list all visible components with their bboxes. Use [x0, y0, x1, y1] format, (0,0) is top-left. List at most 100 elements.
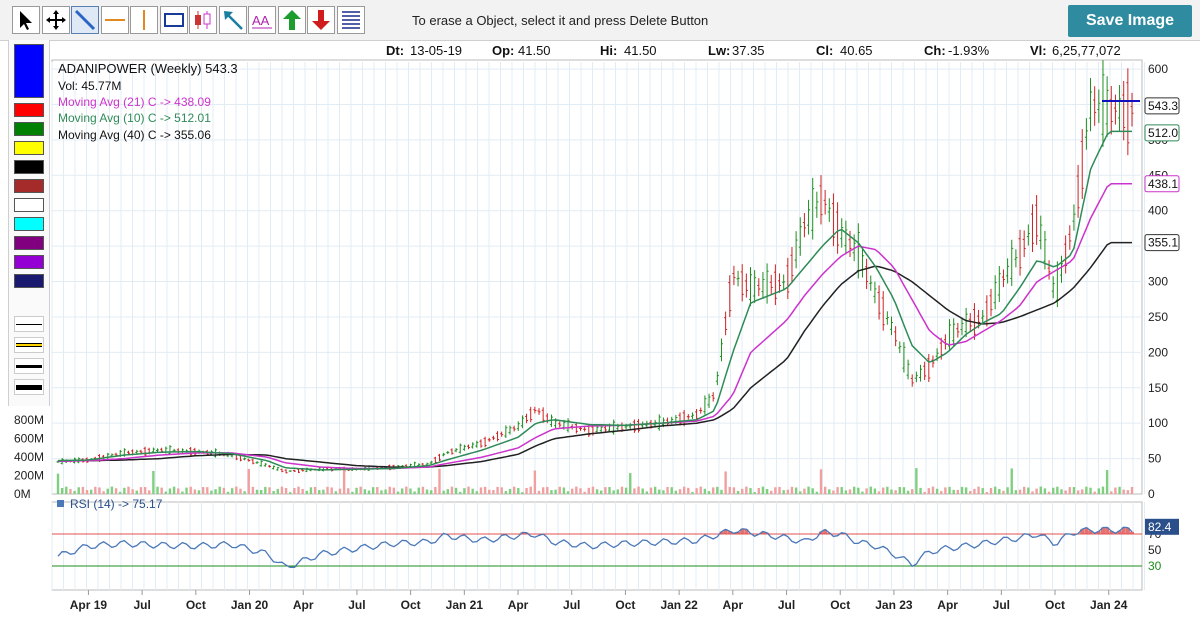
color-swatch[interactable] — [14, 198, 44, 212]
volume-bar — [890, 489, 893, 494]
value-badge-box — [1144, 97, 1180, 115]
volume-bar — [550, 490, 553, 494]
volume-bar — [446, 489, 449, 494]
rsi-badge-text: 82.4 — [1148, 520, 1172, 534]
volume-bar — [442, 490, 445, 494]
legend-title: ADANIPOWER (Weekly) 543.3 — [58, 61, 238, 76]
volume-bar — [819, 469, 823, 494]
volume-bar — [400, 488, 404, 494]
rsi-tick-label: 30 — [1148, 559, 1162, 573]
line-width-sample — [16, 384, 42, 390]
volume-bar — [1097, 488, 1101, 494]
color-swatch[interactable] — [14, 160, 44, 174]
volume-bar — [745, 486, 748, 494]
line-width-option[interactable] — [14, 379, 44, 395]
volume-bar — [230, 488, 234, 494]
color-swatch[interactable] — [14, 217, 44, 231]
candle-tool-button[interactable] — [189, 6, 217, 34]
rsi-tick-label: 50 — [1148, 543, 1162, 557]
fib-lines-tool-button[interactable] — [336, 6, 365, 34]
volume-bar — [782, 490, 785, 494]
horizontal-line-tool-button[interactable] — [100, 6, 129, 34]
volume-bar — [488, 489, 491, 494]
volume-bar — [977, 486, 980, 494]
volume-bar — [716, 486, 719, 494]
price-tick-label: 600 — [1148, 62, 1168, 76]
color-swatch[interactable] — [14, 44, 44, 98]
volume-bar — [1085, 486, 1088, 494]
volume-bar — [600, 490, 603, 494]
volume-bar — [189, 486, 192, 494]
volume-bar — [732, 487, 736, 494]
volume-label: Vl: — [1030, 43, 1047, 58]
volume-bar — [902, 487, 906, 494]
volume-bar — [612, 490, 615, 494]
volume-bar — [98, 487, 101, 494]
volume-bar — [720, 489, 723, 494]
rectangle-tool-button[interactable] — [159, 6, 188, 34]
volume-bar — [471, 488, 474, 494]
move-tool-button[interactable] — [41, 6, 70, 34]
volume-bar — [529, 486, 532, 494]
volume-bar — [239, 488, 242, 494]
volume-bar — [562, 487, 566, 494]
volume-bar — [604, 487, 607, 494]
volume-bar — [861, 491, 864, 494]
price-tick-label: 150 — [1148, 381, 1168, 395]
x-tick-label: Apr — [293, 598, 314, 612]
volume-bar — [1031, 491, 1034, 494]
line-width-option[interactable] — [14, 358, 44, 374]
price-tick-label: 250 — [1148, 310, 1168, 324]
line-width-option[interactable] — [14, 316, 44, 332]
volume-bar — [1122, 489, 1125, 494]
open-value: 41.50 — [518, 43, 551, 58]
color-swatch[interactable] — [14, 255, 44, 269]
volume-bar — [554, 489, 557, 494]
volume-bar — [148, 490, 151, 494]
volume-bar — [687, 487, 690, 494]
volume-bar — [168, 488, 172, 494]
volume-bar — [832, 490, 835, 494]
volume-bar — [1081, 489, 1084, 494]
volume-bar — [210, 490, 213, 494]
trendline-tool-button[interactable] — [71, 6, 99, 34]
text-tool-button[interactable]: AA — [248, 6, 276, 34]
volume-bar — [467, 486, 470, 494]
color-swatch[interactable] — [14, 141, 44, 155]
color-swatch[interactable] — [14, 122, 44, 136]
volume-bar — [409, 488, 412, 494]
price-tick-label: 200 — [1148, 345, 1168, 359]
line-width-option[interactable] — [14, 337, 44, 353]
vertical-line-tool-button[interactable] — [130, 6, 158, 34]
volume-tick-label: 400M — [14, 450, 44, 464]
volume-bar — [512, 486, 516, 494]
volume-bar — [1052, 487, 1055, 494]
volume-bar — [1018, 489, 1022, 494]
volume-bar — [898, 486, 901, 494]
sell-arrow-tool-button[interactable] — [307, 6, 335, 34]
buy-arrow-tool-button[interactable] — [277, 6, 306, 34]
volume-bar — [695, 488, 698, 494]
high-label: Hi: — [600, 43, 618, 58]
volume-bar — [388, 486, 391, 494]
volume-bar — [483, 486, 487, 494]
volume-bar — [430, 490, 433, 494]
color-swatch[interactable] — [14, 236, 44, 250]
volume-bar — [85, 490, 89, 494]
color-palette — [8, 40, 50, 406]
select-tool-button[interactable] — [12, 6, 40, 34]
volume-bar — [235, 486, 238, 494]
save-image-button[interactable]: Save Image — [1068, 5, 1192, 37]
volume-bar — [73, 490, 76, 494]
ma40-value-badge: 355.1 — [1144, 234, 1180, 252]
volume-bar — [873, 488, 877, 494]
color-swatch[interactable] — [14, 179, 44, 193]
volume-bar — [384, 489, 387, 494]
color-swatch[interactable] — [14, 103, 44, 117]
volume-bar — [322, 489, 325, 494]
arrow-line-tool-button[interactable] — [218, 6, 247, 34]
volume-bar — [940, 491, 943, 494]
color-swatch[interactable] — [14, 274, 44, 288]
volume-bar — [1118, 486, 1121, 494]
